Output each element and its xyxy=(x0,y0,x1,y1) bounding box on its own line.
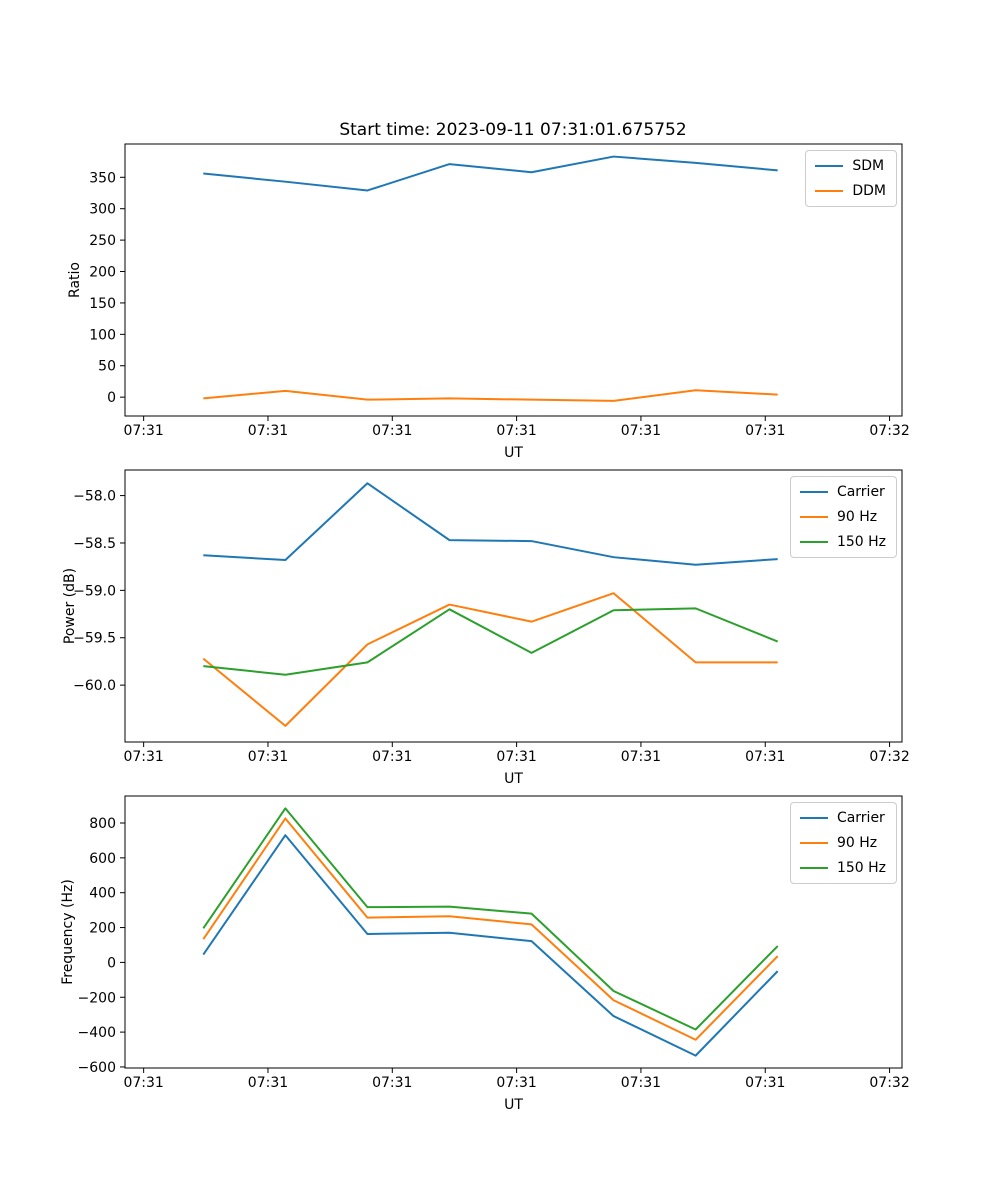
x-tick-label: 07:31 xyxy=(123,749,163,765)
x-tick-label: 07:32 xyxy=(869,1075,909,1091)
subplot-0: 07:31 07:31 07:31 07:31 07:31 07:31 07:32 0 50 10… xyxy=(89,143,910,439)
x-tick-label: 07:31 xyxy=(745,749,785,765)
legend-power-plot: Carrier 90 Hz 150 Hz xyxy=(789,476,897,558)
x-axis-label-ut-top: UT xyxy=(504,445,523,461)
legend-entry: 90 Hz xyxy=(799,509,886,525)
legend-label: DDM xyxy=(852,183,886,199)
series-line-sdm xyxy=(203,155,778,192)
legend-entry: Carrier xyxy=(799,810,886,826)
series-line-carrier xyxy=(203,482,778,566)
x-tick-label: 07:31 xyxy=(248,1075,288,1091)
legend-label: 90 Hz xyxy=(836,835,878,851)
y-axis: −58.0 −58.5 −59.0 −59.5 −60.0 xyxy=(73,489,125,694)
y-axis: −600 −400 −200 0 200 400 600 800 xyxy=(78,816,125,1076)
x-tick-label: 07:31 xyxy=(372,1075,412,1091)
y-tick-label: 150 xyxy=(89,296,116,312)
series-line-ddm xyxy=(203,389,778,402)
legend-label: 90 Hz xyxy=(836,509,878,525)
legend-line-sample xyxy=(799,817,828,819)
series-line-90-hz xyxy=(202,817,779,1041)
y-tick-label: −60.0 xyxy=(73,678,116,694)
x-tick-label: 07:31 xyxy=(496,749,536,765)
y-tick-label: 600 xyxy=(89,851,116,867)
axes-frame xyxy=(124,143,903,417)
x-tick-label: 07:31 xyxy=(621,1075,661,1091)
legend-line-sample xyxy=(815,190,844,192)
y-tick-label: 200 xyxy=(89,265,116,281)
legend-line-sample xyxy=(799,516,828,518)
y-axis: 0 50 100 150 200 250 300 350 xyxy=(89,170,125,406)
legend-label: Carrier xyxy=(836,484,885,500)
y-tick-label: 100 xyxy=(89,327,116,343)
y-tick-label: 300 xyxy=(89,202,116,218)
x-axis: 07:31 07:31 07:31 07:31 07:31 07:31 07:32 xyxy=(123,416,910,439)
subplot-2: 07:31 07:31 07:31 07:31 07:31 07:31 07:32−600−… xyxy=(78,795,910,1091)
axes-frame xyxy=(124,795,903,1069)
x-tick-label: 07:31 xyxy=(745,423,785,439)
legend-label: SDM xyxy=(852,158,885,174)
series-line-90-hz xyxy=(202,592,778,727)
y-tick-label: −58.0 xyxy=(73,489,116,505)
y-tick-label: 800 xyxy=(89,816,116,832)
legend-label: Carrier xyxy=(836,810,885,826)
x-tick-label: 07:31 xyxy=(123,1075,163,1091)
x-tick-label: 07:32 xyxy=(869,749,909,765)
y-axis-label-power: Power (dB) xyxy=(62,567,78,645)
legend-line-sample xyxy=(799,541,828,543)
y-tick-label: −59.0 xyxy=(73,583,116,599)
x-tick-label: 07:31 xyxy=(372,749,412,765)
x-tick-label: 07:31 xyxy=(621,749,661,765)
y-tick-label: 0 xyxy=(107,390,116,406)
y-tick-label: −600 xyxy=(78,1060,116,1076)
legend-label: 150 Hz xyxy=(836,860,886,876)
legend-line-sample xyxy=(799,842,828,844)
x-axis-label-ut-bottom: UT xyxy=(504,1097,523,1113)
y-tick-label: 50 xyxy=(98,359,116,375)
legend-entry: 90 Hz xyxy=(799,835,886,851)
y-tick-label: 350 xyxy=(89,170,116,186)
x-tick-label: 07:31 xyxy=(123,423,163,439)
legend-label: 150 Hz xyxy=(836,534,886,550)
legend-line-sample xyxy=(799,491,828,493)
y-axis-label-frequency: Frequency (Hz) xyxy=(60,879,76,985)
series-line-carrier xyxy=(202,834,779,1057)
legend-entry: Carrier xyxy=(799,484,886,500)
subplot-1: 07:31 07:31 07:31 07:31 07:31 07:31 07:32 −58.0… xyxy=(73,469,910,765)
legend-entry: DDM xyxy=(815,183,886,199)
legend-line-sample xyxy=(815,165,844,167)
x-axis: 07:31 07:31 07:31 07:31 07:31 07:31 07:32 xyxy=(123,742,910,765)
legend-frequency-plot: Carrier 90 Hz 150 Hz xyxy=(789,802,897,884)
legend-ratio-plot: SDM DDM xyxy=(805,150,897,207)
x-axis-label-ut-middle: UT xyxy=(504,771,523,787)
x-tick-label: 07:31 xyxy=(745,1075,785,1091)
y-tick-label: 250 xyxy=(89,233,116,249)
y-tick-label: −58.5 xyxy=(73,536,116,552)
legend-entry: 150 Hz xyxy=(799,534,886,550)
series-line-150-hz xyxy=(203,607,779,676)
x-tick-label: 07:31 xyxy=(248,749,288,765)
y-tick-label: −200 xyxy=(78,990,116,1006)
y-axis-label-ratio: Ratio xyxy=(67,262,83,298)
legend-line-sample xyxy=(799,867,828,869)
series-line-150-hz xyxy=(202,807,779,1031)
x-axis: 07:31 07:31 07:31 07:31 07:31 07:31 07:32 xyxy=(123,1068,910,1091)
x-tick-label: 07:32 xyxy=(869,423,909,439)
y-tick-label: 200 xyxy=(89,921,116,937)
figure-title: Start time: 2023-09-11 07:31:01.675752 xyxy=(339,120,687,140)
x-tick-label: 07:31 xyxy=(496,423,536,439)
y-tick-label: −59.5 xyxy=(73,631,116,647)
axes-frame xyxy=(124,469,903,743)
legend-entry: 150 Hz xyxy=(799,860,886,876)
legend-entry: SDM xyxy=(815,158,886,174)
y-tick-label: −400 xyxy=(78,1025,116,1041)
x-tick-label: 07:31 xyxy=(248,423,288,439)
y-tick-label: 400 xyxy=(89,886,116,902)
x-tick-label: 07:31 xyxy=(496,1075,536,1091)
y-tick-label: 0 xyxy=(107,955,116,971)
x-tick-label: 07:31 xyxy=(372,423,412,439)
x-tick-label: 07:31 xyxy=(621,423,661,439)
